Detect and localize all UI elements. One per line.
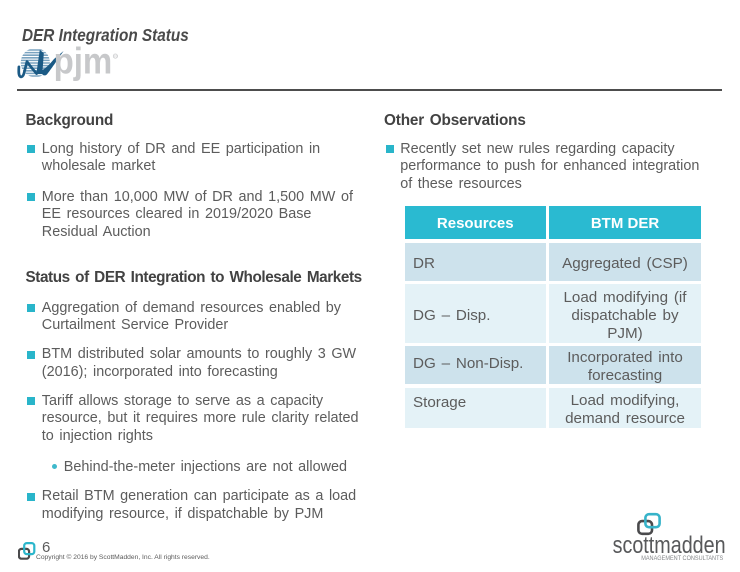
svg-text:pjm: pjm <box>54 45 113 82</box>
svg-text:MANAGEMENT CONSULTANTS: MANAGEMENT CONSULTANTS <box>641 556 723 562</box>
svg-text:R: R <box>114 54 117 58</box>
svg-text:scottmadden: scottmadden <box>613 532 726 559</box>
